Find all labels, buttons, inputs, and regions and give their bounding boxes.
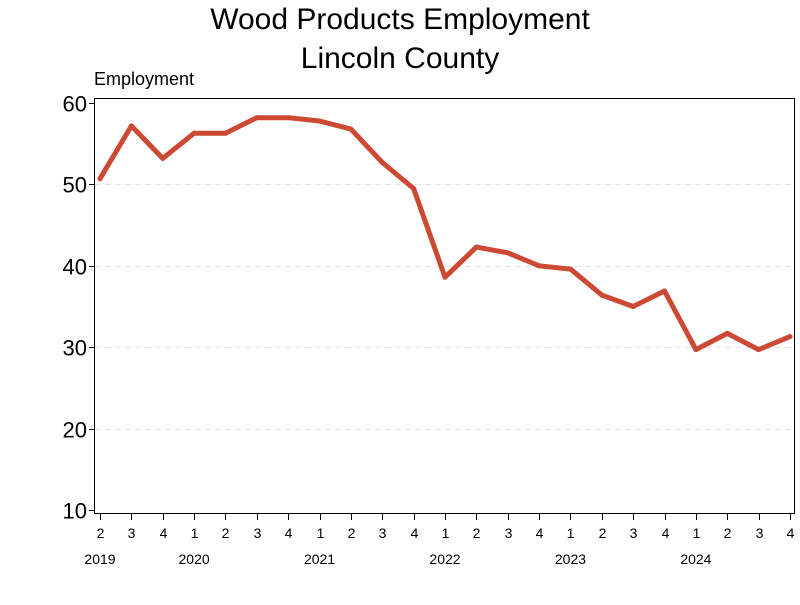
- x-quarter-label: 4: [411, 525, 419, 541]
- data-point: [160, 155, 166, 161]
- data-point: [223, 130, 228, 136]
- x-quarter-label: 2: [348, 525, 356, 541]
- data-point: [536, 263, 542, 269]
- data-point: [473, 244, 479, 250]
- data-point: [568, 266, 573, 272]
- x-year-label: 2022: [429, 551, 460, 567]
- data-point: [254, 115, 260, 121]
- data-point: [662, 288, 667, 294]
- x-quarter-label: 1: [191, 525, 199, 541]
- x-quarter-label: 2: [473, 525, 481, 541]
- y-axis: 10 20 30 40 50 60: [63, 92, 95, 524]
- data-point: [128, 123, 134, 129]
- x-quarter-label: 3: [128, 525, 136, 541]
- data-point: [442, 274, 448, 280]
- x-quarter-label: 2: [724, 525, 732, 541]
- x-quarter-label: 2: [97, 525, 105, 541]
- data-point: [348, 126, 354, 132]
- data-point: [97, 176, 103, 182]
- data-point: [724, 330, 730, 336]
- data-point: [285, 115, 291, 121]
- x-quarter-label: 2: [222, 525, 230, 541]
- data-point: [505, 250, 511, 256]
- data-point: [411, 186, 417, 191]
- x-quarter-label: 3: [756, 525, 764, 541]
- y-tick-label: 20: [63, 418, 87, 443]
- series-layer: [97, 115, 793, 353]
- y-tick-label: 40: [63, 255, 87, 280]
- data-point: [317, 118, 322, 124]
- chart-title-line1: Wood Products Employment: [210, 3, 590, 36]
- data-point: [191, 130, 197, 136]
- series-line-0: [97, 115, 793, 353]
- x-quarter-label: 1: [693, 525, 701, 541]
- y-tick-label: 10: [63, 499, 87, 524]
- gridlines: [95, 184, 795, 430]
- x-quarter-label: 1: [442, 525, 450, 541]
- plot-frame: [94, 98, 795, 514]
- data-point: [787, 334, 793, 340]
- x-year-label: 2019: [84, 551, 115, 567]
- data-point: [756, 347, 762, 353]
- data-point: [630, 304, 636, 309]
- x-axis: 2 3 4 1 2 3 4 1 2 3 4 1 2 3 4 1 2 3 4 1 2 3 4 2019 2020 2021 2022 2…: [84, 514, 795, 567]
- x-quarter-label: 4: [536, 525, 544, 541]
- data-point: [379, 160, 385, 165]
- y-tick-label: 60: [63, 92, 87, 117]
- data-point: [693, 347, 699, 353]
- x-quarter-label: 3: [379, 525, 387, 541]
- x-quarter-label: 4: [285, 525, 293, 541]
- y-tick-label: 50: [63, 173, 87, 198]
- x-quarter-label: 1: [567, 525, 575, 541]
- x-year-label: 2024: [680, 551, 711, 567]
- y-tick-label: 30: [63, 336, 87, 361]
- x-quarter-label: 1: [317, 525, 325, 541]
- y-axis-label: Employment: [94, 69, 194, 89]
- x-quarter-label: 3: [254, 525, 262, 541]
- x-quarter-label: 4: [787, 525, 795, 541]
- x-quarter-label: 3: [505, 525, 513, 541]
- data-point: [599, 292, 605, 298]
- chart-title-line2: Lincoln County: [301, 42, 499, 75]
- x-year-label: 2021: [304, 551, 335, 567]
- x-quarter-label: 4: [662, 525, 670, 541]
- x-quarter-label: 2: [599, 525, 607, 541]
- x-year-label: 2023: [555, 551, 586, 567]
- x-year-label: 2020: [179, 551, 210, 567]
- x-quarter-label: 4: [160, 525, 168, 541]
- x-quarter-label: 3: [630, 525, 638, 541]
